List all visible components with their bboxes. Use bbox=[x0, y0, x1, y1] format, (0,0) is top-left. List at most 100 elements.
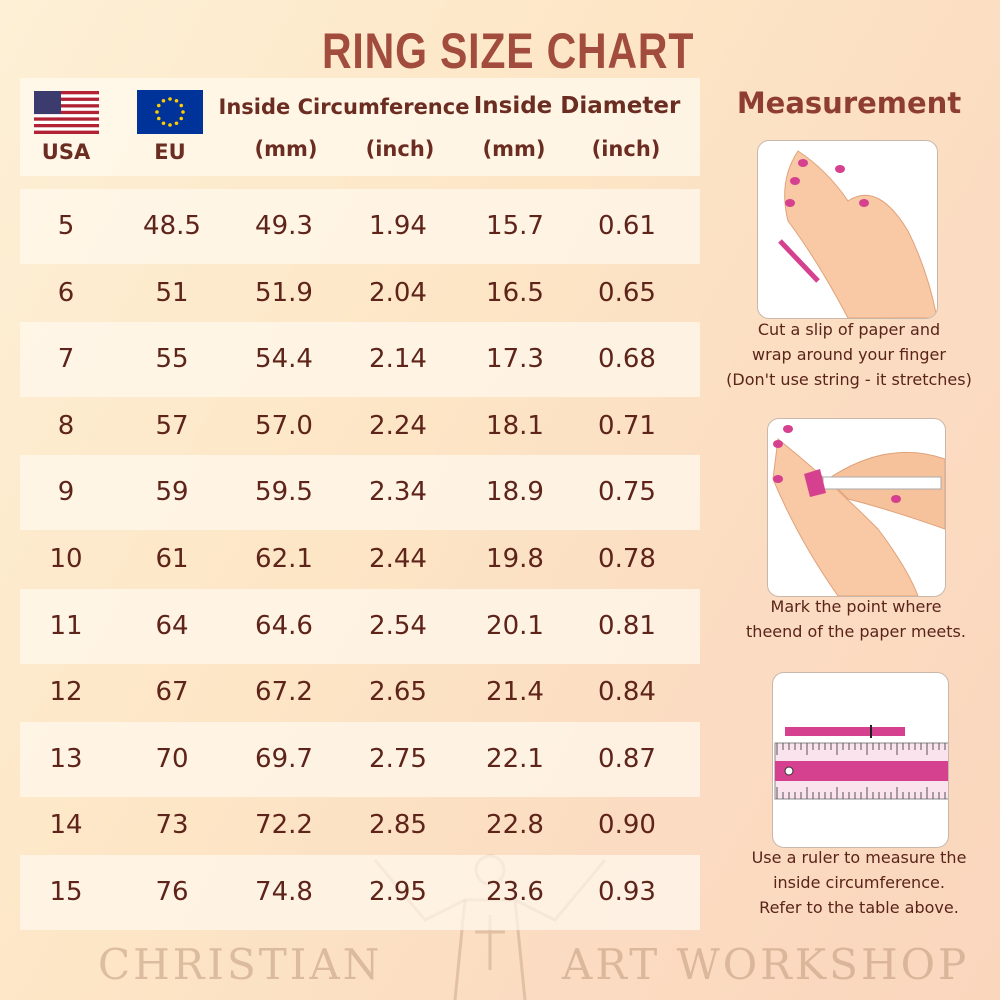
step1-line2: wrap around your finger bbox=[752, 345, 946, 364]
step2-line1: Mark the point where bbox=[770, 597, 942, 616]
cell-circ-inch: 2.44 bbox=[369, 544, 427, 574]
cell-diam-inch: 0.84 bbox=[598, 677, 656, 708]
cell-circ-mm: 59.5 bbox=[255, 477, 313, 508]
cell-circ-mm: 49.3 bbox=[255, 211, 313, 241]
row-band bbox=[20, 855, 700, 930]
cell-diam-inch: 0.68 bbox=[598, 344, 656, 375]
header-circ-inch: (inch) bbox=[365, 137, 435, 161]
hand-mark-pen-icon bbox=[772, 425, 945, 596]
cell-circ-inch: 2.65 bbox=[369, 677, 427, 708]
cell-diam-inch: 0.78 bbox=[598, 544, 656, 574]
cell-usa: 6 bbox=[57, 277, 75, 308]
cell-circ-inch: 2.24 bbox=[369, 410, 427, 441]
cell-usa: 15 bbox=[49, 877, 83, 907]
page-title: RING SIZE CHART bbox=[322, 23, 695, 79]
step1-image bbox=[757, 140, 938, 319]
row-band bbox=[20, 322, 700, 398]
row-band bbox=[20, 189, 700, 264]
cell-diam-inch: 0.71 bbox=[598, 410, 656, 441]
hand-wrap-paper-icon bbox=[778, 150, 937, 318]
cell-circ-mm: 69.7 bbox=[255, 743, 313, 774]
cell-eu: 59 bbox=[155, 477, 189, 508]
watermark-left: CHRISTIAN bbox=[98, 940, 383, 989]
cell-diam-inch: 0.61 bbox=[598, 211, 656, 241]
cell-eu: 70 bbox=[155, 743, 189, 774]
usa-flag-icon bbox=[34, 91, 99, 134]
cell-circ-inch: 2.14 bbox=[369, 344, 427, 375]
ruler-icon bbox=[774, 725, 948, 800]
cell-diam-mm: 18.1 bbox=[486, 410, 544, 441]
step3-line1: Use a ruler to measure the bbox=[751, 848, 967, 867]
cell-diam-mm: 22.1 bbox=[486, 743, 544, 774]
cell-usa: 11 bbox=[49, 610, 83, 641]
row-band bbox=[20, 588, 700, 664]
cell-eu: 51 bbox=[155, 277, 189, 308]
cell-usa: 5 bbox=[57, 211, 75, 241]
step1-line3: (Don't use string - it stretches) bbox=[726, 370, 972, 389]
cell-circ-inch: 2.75 bbox=[369, 743, 427, 774]
header-diam-inch: (inch) bbox=[591, 137, 661, 161]
step3-line2: inside circumference. bbox=[773, 873, 945, 892]
cell-circ-mm: 54.4 bbox=[255, 344, 313, 375]
cell-circ-mm: 57.0 bbox=[255, 410, 313, 441]
step3-line3: Refer to the table above. bbox=[759, 898, 959, 917]
cell-eu: 67 bbox=[155, 677, 189, 708]
cell-eu: 48.5 bbox=[143, 211, 201, 241]
step3-image bbox=[772, 672, 949, 848]
cell-diam-mm: 17.3 bbox=[486, 344, 544, 375]
cell-circ-mm: 64.6 bbox=[255, 610, 313, 641]
watermark-right: ART WORKSHOP bbox=[562, 940, 970, 989]
cell-circ-inch: 2.95 bbox=[369, 877, 427, 907]
cell-circ-mm: 62.1 bbox=[255, 544, 313, 574]
cell-diam-inch: 0.90 bbox=[598, 810, 656, 841]
cell-usa: 9 bbox=[57, 477, 75, 508]
header-circ-mm: (mm) bbox=[254, 137, 318, 161]
header-diameter: Inside Diameter bbox=[473, 93, 681, 119]
cell-eu: 64 bbox=[155, 610, 189, 641]
cell-diam-mm: 19.8 bbox=[486, 544, 544, 574]
cell-usa: 7 bbox=[57, 344, 75, 375]
cell-usa: 13 bbox=[49, 743, 83, 774]
cell-diam-mm: 21.4 bbox=[486, 677, 544, 708]
cell-diam-mm: 18.9 bbox=[486, 477, 544, 508]
cell-circ-mm: 67.2 bbox=[255, 677, 313, 708]
cell-eu: 76 bbox=[155, 877, 189, 907]
cell-diam-mm: 16.5 bbox=[486, 277, 544, 308]
eu-flag-icon bbox=[137, 90, 203, 134]
header-usa: USA bbox=[41, 140, 91, 164]
step2-image bbox=[767, 418, 946, 597]
cell-eu: 55 bbox=[155, 344, 189, 375]
step2-caption: Mark the point where theend of the paper… bbox=[746, 594, 966, 644]
cell-diam-inch: 0.65 bbox=[598, 277, 656, 308]
table-header bbox=[20, 78, 700, 176]
header-eu: EU bbox=[154, 140, 186, 164]
cell-circ-inch: 2.34 bbox=[369, 477, 427, 508]
header-diam-mm: (mm) bbox=[482, 137, 546, 161]
cell-circ-inch: 2.85 bbox=[369, 810, 427, 841]
cell-usa: 12 bbox=[49, 677, 83, 708]
cell-circ-inch: 2.04 bbox=[369, 277, 427, 308]
step2-line2: theend of the paper meets. bbox=[746, 622, 966, 641]
cell-usa: 10 bbox=[49, 544, 83, 574]
header-circumference: Inside Circumference bbox=[218, 95, 470, 119]
cell-diam-mm: 22.8 bbox=[486, 810, 544, 841]
cell-usa: 14 bbox=[49, 810, 83, 841]
cell-diam-inch: 0.81 bbox=[598, 610, 656, 641]
cell-diam-inch: 0.93 bbox=[598, 877, 656, 907]
cell-diam-mm: 15.7 bbox=[486, 211, 544, 241]
cell-eu: 57 bbox=[155, 410, 189, 441]
row-band bbox=[20, 721, 700, 797]
cell-eu: 61 bbox=[155, 544, 189, 574]
measurement-title: Measurement bbox=[736, 86, 962, 120]
cell-circ-mm: 72.2 bbox=[255, 810, 313, 841]
cell-diam-inch: 0.87 bbox=[598, 743, 656, 774]
cell-usa: 8 bbox=[57, 410, 75, 441]
step3-caption: Use a ruler to measure the inside circum… bbox=[752, 845, 967, 920]
cell-eu: 73 bbox=[155, 810, 189, 841]
cell-circ-inch: 1.94 bbox=[369, 211, 427, 241]
cell-diam-mm: 20.1 bbox=[486, 610, 544, 641]
row-band bbox=[20, 455, 700, 531]
cell-circ-inch: 2.54 bbox=[369, 610, 427, 641]
cell-diam-inch: 0.75 bbox=[598, 477, 656, 508]
step1-caption: Cut a slip of paper and wrap around your… bbox=[726, 317, 972, 392]
